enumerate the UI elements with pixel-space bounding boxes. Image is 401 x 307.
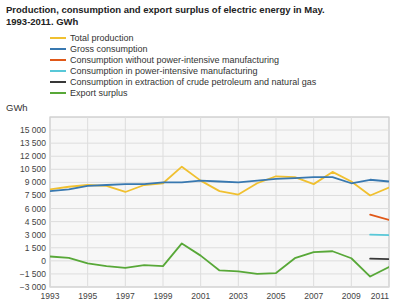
x-tick-label: 2011 — [371, 291, 390, 301]
y-grid-line — [50, 156, 389, 157]
x-tick-label: 1999 — [154, 291, 173, 301]
series-line — [50, 167, 389, 196]
x-grid-line — [87, 117, 88, 287]
x-grid-line — [238, 117, 239, 287]
legend-swatch — [50, 81, 66, 83]
y-tick-label: 0 — [41, 256, 46, 266]
x-grid-line — [125, 117, 126, 287]
y-grid-line — [50, 169, 389, 170]
y-grid-line — [50, 221, 389, 222]
legend-label: Consumption without power-intensive manu… — [70, 55, 279, 65]
x-grid-line — [200, 117, 201, 287]
plot-frame — [50, 117, 389, 287]
series-line — [50, 177, 389, 191]
y-tick-label: 1 500 — [25, 243, 47, 253]
x-grid-line — [313, 117, 314, 287]
x-tick-label: 2009 — [342, 291, 361, 301]
y-tick-label: −1 500 — [20, 269, 47, 279]
x-tick-label: 1995 — [78, 291, 97, 301]
legend-label: Export surplus — [70, 88, 128, 98]
x-grid-line — [351, 117, 352, 287]
y-grid-line — [50, 195, 389, 196]
x-tick-label: 2003 — [229, 291, 248, 301]
grid — [50, 117, 389, 287]
x-tick-label: 2007 — [304, 291, 323, 301]
y-grid-line — [50, 234, 389, 235]
series-line — [370, 234, 389, 236]
x-grid-line — [163, 117, 164, 287]
y-tick-label: 9 000 — [25, 177, 47, 187]
y-grid-line — [50, 130, 389, 131]
y-tick-label: 10 500 — [20, 164, 46, 174]
legend-swatch — [50, 48, 66, 50]
x-grid-line — [50, 117, 51, 287]
title: Production, consumption and export surpl… — [6, 4, 325, 27]
y-tick-label: 7 500 — [25, 190, 47, 200]
x-tick-label: 1997 — [116, 291, 135, 301]
y-tick-label: 3 000 — [25, 230, 47, 240]
y-axis-label: GWh — [6, 102, 28, 113]
y-grid-line — [50, 247, 389, 248]
chart: Production, consumption and export surpl… — [0, 0, 401, 307]
legend-swatch — [50, 59, 66, 61]
y-grid-line — [50, 273, 389, 274]
y-grid-line — [50, 287, 389, 288]
series-line — [370, 258, 389, 260]
x-tick-label: 1993 — [41, 291, 60, 301]
series-line — [370, 215, 389, 220]
y-tick-label: 4 500 — [25, 217, 47, 227]
legend-label: Consumption in extraction of crude petro… — [70, 77, 317, 87]
x-grid-line — [276, 117, 277, 287]
x-tick-label: 2005 — [267, 291, 286, 301]
legend-label: Consumption in power-intensive manufactu… — [70, 66, 258, 76]
y-tick-label: 6 000 — [25, 204, 47, 214]
y-tick-label: 12 000 — [20, 151, 46, 161]
series-line — [50, 243, 389, 276]
y-grid-line — [50, 143, 389, 144]
y-tick-label: 13 500 — [20, 138, 46, 148]
legend: Total productionGross consumptionConsump… — [50, 33, 317, 98]
x-tick-label: 2001 — [191, 291, 210, 301]
legend-swatch — [50, 92, 66, 94]
lines — [50, 167, 389, 277]
y-tick-label: 15 000 — [20, 125, 46, 135]
y-grid-line — [50, 208, 389, 209]
legend-label: Gross consumption — [70, 44, 148, 54]
legend-label: Total production — [70, 33, 134, 43]
y-grid-line — [50, 260, 389, 261]
legend-swatch — [50, 37, 66, 39]
x-grid-line — [389, 117, 390, 287]
legend-swatch — [50, 70, 66, 72]
